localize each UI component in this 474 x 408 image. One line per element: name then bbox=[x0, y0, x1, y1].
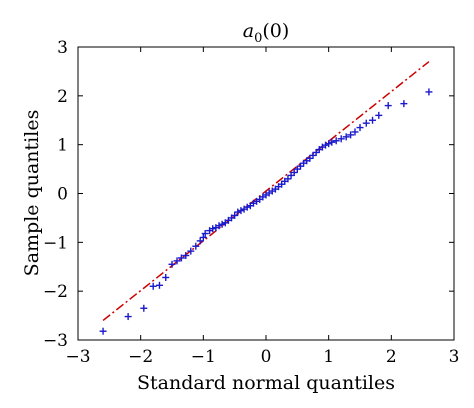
data-point bbox=[162, 273, 170, 281]
data-point bbox=[168, 260, 176, 268]
data-point bbox=[231, 211, 239, 219]
data-point bbox=[196, 237, 204, 245]
data-point bbox=[290, 169, 298, 177]
data-point bbox=[201, 230, 209, 238]
data-point bbox=[124, 313, 132, 321]
y-tick-label: 3 bbox=[57, 38, 68, 58]
x-tick-label: −3 bbox=[65, 347, 90, 367]
y-tick-label: −3 bbox=[43, 331, 68, 351]
data-point bbox=[177, 254, 185, 262]
y-tick-label: 1 bbox=[57, 136, 68, 156]
x-tick-label: 2 bbox=[386, 347, 397, 367]
data-points bbox=[99, 88, 433, 335]
data-point bbox=[342, 133, 350, 141]
data-point bbox=[173, 257, 181, 265]
data-point bbox=[322, 141, 330, 149]
axis-ticks bbox=[77, 46, 455, 341]
data-point bbox=[99, 327, 107, 335]
data-point bbox=[209, 225, 217, 233]
data-point bbox=[140, 304, 148, 312]
data-point bbox=[337, 135, 345, 143]
reference-line bbox=[102, 61, 430, 322]
y-axis-label: Sample quantiles bbox=[21, 110, 43, 277]
x-axis-label: Standard normal quantiles bbox=[137, 372, 395, 394]
data-point bbox=[155, 281, 163, 289]
data-point bbox=[237, 207, 245, 215]
y-tick-label: 0 bbox=[57, 185, 68, 205]
data-point bbox=[218, 220, 226, 228]
data-point bbox=[234, 208, 242, 216]
data-point bbox=[384, 102, 392, 110]
x-tick-label: −1 bbox=[191, 347, 216, 367]
data-point bbox=[400, 100, 408, 108]
data-point bbox=[215, 222, 223, 230]
data-point bbox=[199, 233, 207, 241]
data-point bbox=[187, 247, 195, 255]
data-point bbox=[375, 111, 383, 119]
x-tick-label: 3 bbox=[449, 347, 460, 367]
data-point bbox=[332, 137, 340, 145]
x-tick-label: 1 bbox=[323, 347, 334, 367]
data-point bbox=[347, 131, 355, 139]
data-point bbox=[192, 242, 200, 250]
y-tick-label: −1 bbox=[43, 233, 68, 253]
y-tick-label: 2 bbox=[57, 87, 68, 107]
y-tick-labels: −3 −2 −1 0 1 2 3 bbox=[43, 38, 68, 351]
data-point bbox=[425, 88, 433, 96]
data-point bbox=[243, 203, 251, 211]
x-tick-labels: −3 −2 −1 0 1 2 3 bbox=[65, 347, 459, 367]
data-point bbox=[351, 128, 359, 136]
data-point bbox=[149, 282, 157, 290]
data-point bbox=[356, 124, 364, 132]
y-tick-label: −2 bbox=[43, 282, 68, 302]
chart-title: a0(0) bbox=[243, 20, 290, 46]
data-point bbox=[284, 175, 292, 183]
data-point bbox=[369, 116, 377, 124]
data-point bbox=[362, 119, 370, 127]
data-point bbox=[182, 252, 190, 260]
x-tick-label: −2 bbox=[128, 347, 153, 367]
data-point bbox=[328, 138, 336, 146]
data-point bbox=[325, 140, 333, 148]
x-tick-label: 0 bbox=[261, 347, 272, 367]
